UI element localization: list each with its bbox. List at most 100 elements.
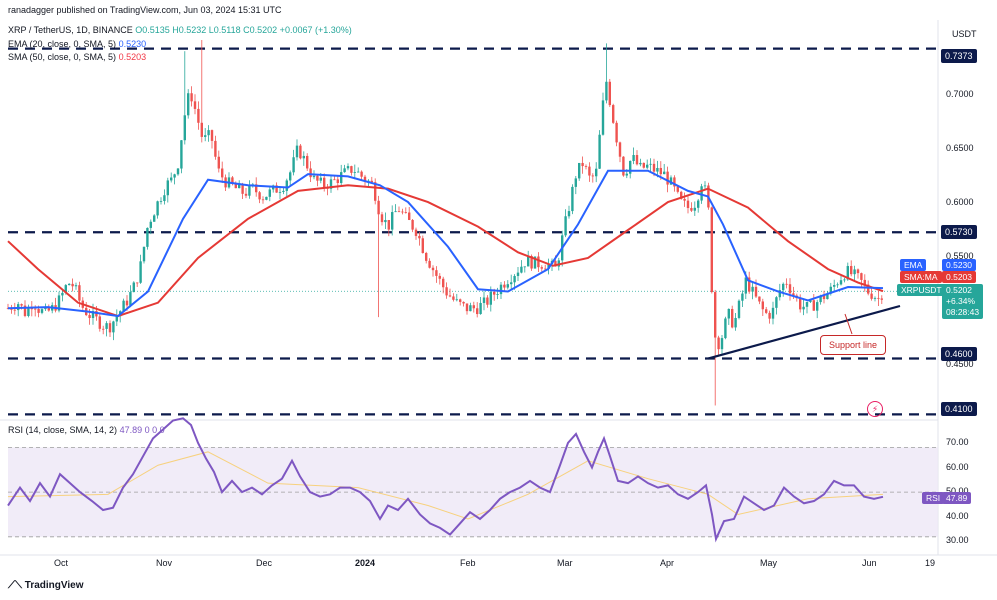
- symbol-line: XRP / TetherUS, 1D, BINANCE O0.5135 H0.5…: [8, 25, 352, 35]
- candle-up: [129, 292, 132, 306]
- candle-up: [57, 295, 61, 311]
- candle-up: [302, 155, 305, 159]
- rsi-legend: RSI (14, close, SMA, 14, 2) 47.89 0 0 0: [8, 425, 165, 435]
- tradingview-logo[interactable]: ⟋⟍ TradingView: [8, 580, 84, 591]
- candle-down: [581, 162, 584, 167]
- candle-down: [768, 312, 771, 319]
- ma-layer: [7, 169, 901, 360]
- x-tick: Mar: [557, 558, 573, 568]
- candle-down: [363, 176, 367, 182]
- candle-down: [411, 219, 414, 230]
- candle-up: [816, 302, 819, 311]
- candle-up: [724, 318, 727, 339]
- candle-down: [459, 299, 462, 302]
- candle-down: [676, 186, 679, 192]
- candle-up: [312, 175, 316, 178]
- candle-up: [180, 140, 183, 169]
- candle-down: [445, 287, 448, 296]
- x-tick: Jun: [862, 558, 877, 568]
- candle-down: [333, 179, 336, 181]
- candle-up: [469, 305, 472, 312]
- candle-down: [714, 292, 717, 338]
- candle-up: [115, 316, 118, 322]
- candle-down: [397, 211, 401, 213]
- candle-up: [574, 178, 577, 187]
- sma-tag-value: 0.5203: [942, 271, 976, 283]
- candle-up: [533, 256, 537, 269]
- candle-up: [778, 290, 781, 298]
- candle-down: [13, 309, 16, 311]
- x-tick: 19: [925, 558, 936, 568]
- sma-legend-value: 0.5203: [118, 52, 147, 62]
- candle-down: [652, 163, 656, 172]
- candle-down: [374, 182, 377, 201]
- candle-up: [516, 272, 520, 276]
- candle-up: [809, 300, 812, 303]
- price-tick: 0.6000: [946, 197, 974, 207]
- candle-up: [340, 172, 343, 183]
- candle-up: [693, 207, 696, 211]
- candle-down: [23, 305, 27, 316]
- candle-up: [700, 186, 703, 201]
- candle-up: [720, 338, 724, 350]
- candle-up: [139, 261, 142, 283]
- candle-down: [336, 179, 339, 183]
- price-tick: 0.5500: [946, 251, 974, 261]
- x-tick: May: [760, 558, 778, 568]
- candle-down: [234, 183, 237, 189]
- candle-down: [221, 168, 224, 178]
- candle-up: [802, 306, 805, 310]
- candle-up: [833, 285, 836, 287]
- candle-down: [591, 175, 594, 177]
- candle-up: [771, 307, 775, 319]
- candle-down: [448, 295, 452, 297]
- candle-down: [877, 297, 880, 299]
- candle-down: [503, 284, 506, 288]
- candle-down: [530, 255, 533, 269]
- candle-up: [489, 291, 492, 305]
- candle-up: [384, 220, 387, 223]
- rsi-tick: 50.00: [946, 486, 969, 496]
- support-line-callout: Support line: [820, 335, 886, 355]
- candle-up: [595, 168, 598, 177]
- currency-label[interactable]: USDT: [952, 29, 977, 39]
- ohlc-values: O0.5135 H0.5232 L0.5118 C0.5202 +0.0067 …: [135, 25, 352, 35]
- candle-down: [377, 200, 380, 215]
- candle-up: [564, 216, 567, 236]
- candle-up: [64, 285, 67, 293]
- candle-up: [207, 130, 210, 136]
- symbol-name: XRP / TetherUS, 1D, BINANCE: [8, 25, 133, 35]
- candle-down: [193, 101, 197, 109]
- candle-up: [166, 180, 169, 196]
- candle-down: [255, 184, 258, 193]
- alert-icon[interactable]: ⚡: [867, 401, 883, 417]
- price-tick: 0.6500: [946, 143, 974, 153]
- candle-up: [496, 294, 499, 295]
- candle-up: [727, 308, 730, 319]
- level-label: 0.7373: [941, 49, 977, 63]
- price-tick: 0.4500: [946, 359, 974, 369]
- candle-down: [408, 212, 411, 220]
- candle-up: [527, 255, 530, 267]
- sma-legend: SMA (50, close, 0, SMA, 5) 0.5203: [8, 52, 146, 62]
- candle-down: [108, 323, 112, 333]
- x-tick: Dec: [256, 558, 273, 568]
- candle-up: [506, 284, 509, 288]
- candle-down: [673, 177, 676, 187]
- candle-down: [316, 175, 319, 181]
- price-tag-change: +6.34%: [946, 296, 976, 306]
- candle-down: [190, 93, 193, 102]
- candle-down: [210, 130, 214, 141]
- candle-down: [88, 315, 91, 319]
- x-tick: Apr: [660, 558, 675, 568]
- ema-legend: EMA (20, close, 0, SMA, 5) 0.5230: [8, 39, 146, 49]
- candle-up: [663, 171, 666, 175]
- candle-up: [819, 295, 822, 303]
- candle-down: [214, 140, 217, 157]
- candle-up: [105, 323, 108, 329]
- candle-down: [462, 301, 465, 304]
- candle-up: [238, 184, 241, 189]
- candle-up: [292, 157, 295, 173]
- candle-up: [285, 180, 288, 191]
- candle-up: [142, 246, 146, 262]
